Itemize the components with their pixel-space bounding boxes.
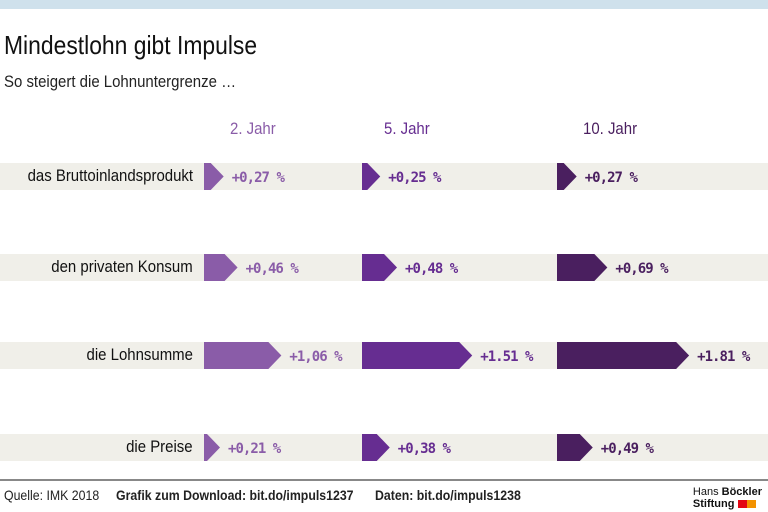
bar <box>557 254 608 281</box>
data-label: +0,27 % <box>232 170 286 186</box>
data-label: +0,48 % <box>405 261 459 277</box>
bar <box>362 342 473 369</box>
logo-text: Böckler <box>721 486 762 498</box>
bar <box>362 434 390 461</box>
bar <box>204 342 282 369</box>
data-label: +0,69 % <box>615 261 669 277</box>
download-link[interactable]: Grafik zum Download: bit.do/impuls1237 <box>116 487 354 503</box>
bar <box>557 163 577 190</box>
logo-orange-square <box>746 500 756 509</box>
data-link[interactable]: Daten: bit.do/impuls1238 <box>375 487 521 503</box>
data-label: +0,21 % <box>228 441 282 457</box>
data-label: +0,25 % <box>388 170 442 186</box>
data-label: +0,27 % <box>585 170 639 186</box>
category-label: den privaten Konsum <box>51 257 193 276</box>
logo-text: Hans <box>692 486 719 498</box>
column-header-10-jahr: 10. Jahr <box>583 119 638 138</box>
top-strip <box>0 0 768 9</box>
data-label: +1,06 % <box>289 349 343 365</box>
category-label: die Lohnsumme <box>86 345 193 364</box>
logo-red-square <box>737 500 747 509</box>
row-band <box>0 163 768 190</box>
hans-boeckler-logo: Hans Böckler Stiftung <box>693 486 762 510</box>
data-label: +1.51 % <box>480 349 534 365</box>
column-header-5-jahr: 5. Jahr <box>384 119 430 138</box>
bar <box>204 163 224 190</box>
chart-subtitle: So steigert die Lohnuntergrenze … <box>4 72 237 91</box>
data-label: +1.81 % <box>697 349 751 365</box>
bar <box>557 342 690 369</box>
bar <box>362 163 381 190</box>
bar <box>204 254 238 281</box>
chart-title: Mindestlohn gibt Impulse <box>4 30 258 60</box>
column-header-2-jahr: 2. Jahr <box>230 119 276 138</box>
data-label: +0,49 % <box>601 441 655 457</box>
logo-text: Stiftung <box>692 498 735 510</box>
data-label: +0,46 % <box>246 261 300 277</box>
category-label: das Bruttoinlandsprodukt <box>27 166 193 185</box>
data-label: +0,38 % <box>398 441 452 457</box>
bar <box>204 434 220 461</box>
source-text: Quelle: IMK 2018 <box>4 487 100 503</box>
bar <box>557 434 593 461</box>
footer-divider <box>0 479 768 481</box>
bar <box>362 254 398 281</box>
category-label: die Preise <box>126 437 193 456</box>
